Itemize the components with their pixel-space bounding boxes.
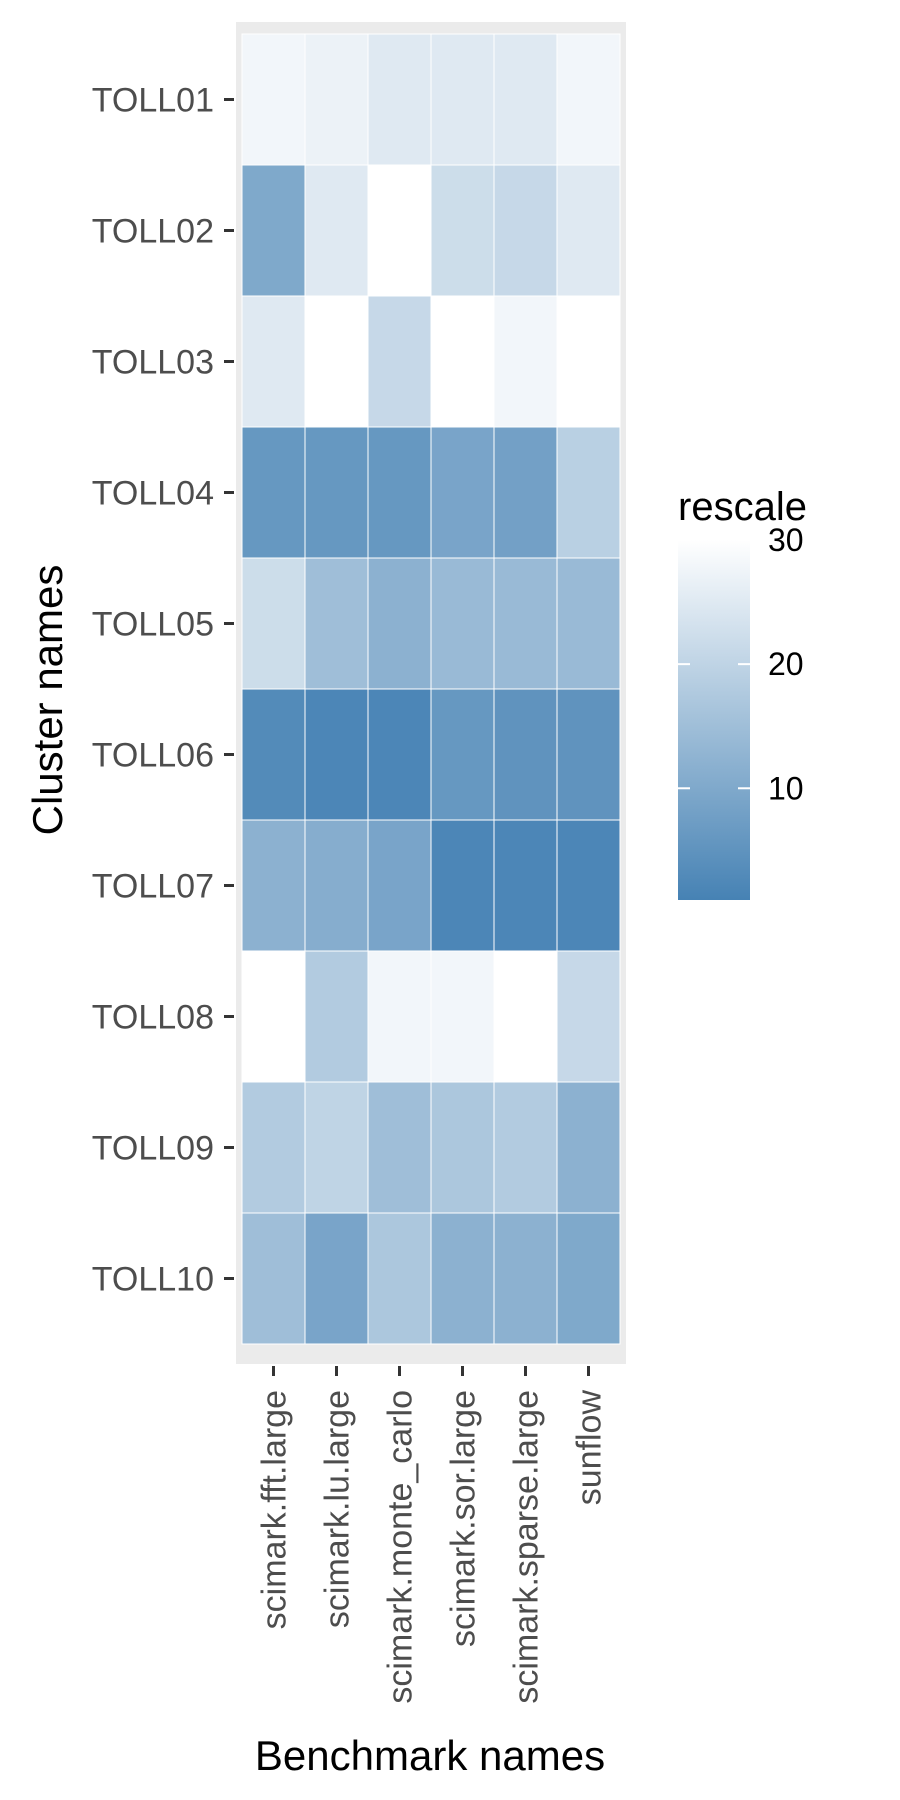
heatmap-cell [493,557,558,690]
heatmap-cell [430,426,495,559]
heatmap-cell [367,819,432,952]
heatmap-cell [367,557,432,690]
y-tick-label: TOLL06 [92,737,214,775]
heatmap-cell [430,557,495,690]
y-tick-label: TOLL05 [92,606,214,644]
heatmap-cell [304,33,369,166]
heatmap-cell [430,1081,495,1214]
legend-tick-label: 30 [768,522,804,558]
y-tick-label: TOLL02 [92,213,214,251]
heatmap-cell [367,426,432,559]
heatmap-cell [493,950,558,1083]
heatmap-cell [304,950,369,1083]
y-axis-title: Cluster names [24,565,71,836]
heatmap-cell [493,295,558,428]
heatmap-cell [241,950,306,1083]
heatmap-cell [367,164,432,297]
x-axis: scimark.fft.large scimark.lu.large scimark… [256,1366,609,1704]
heatmap-cell [241,426,306,559]
heatmap-cell [367,1212,432,1345]
heatmap-cell [556,1081,621,1214]
heatmap-cell [241,164,306,297]
x-tick-label: scimark.monte_carlo [382,1390,420,1704]
y-tick-label: TOLL10 [92,1261,214,1299]
legend-tick-label: 20 [768,646,804,682]
x-tick-label: scimark.fft.large [256,1390,294,1629]
heatmap-cell [493,426,558,559]
heatmap-cell [430,33,495,166]
heatmap-cell [556,1212,621,1345]
x-tick-label: scimark.sor.large [445,1390,483,1647]
y-tick-label: TOLL04 [92,475,214,513]
y-tick-label: TOLL09 [92,1130,214,1168]
heatmap-cell [493,164,558,297]
y-axis: TOLL01 TOLL02 TOLL03 TOLL04 TOLL05 TOLL06 TOLL… [92,82,234,1299]
heatmap-cell [430,295,495,428]
heatmap-cell [241,557,306,690]
heatmap-cell [556,33,621,166]
heatmap-cell [304,1081,369,1214]
x-axis-title: Benchmark names [255,1732,605,1779]
heatmap-cell [304,557,369,690]
legend-tick-label: 10 [768,770,804,806]
heatmap-cell [241,33,306,166]
y-tick-label: TOLL03 [92,344,214,382]
y-tick-label: TOLL07 [92,868,214,906]
y-tick-label: TOLL01 [92,82,214,120]
heatmap-cell [367,950,432,1083]
color-legend: rescale 10 20 30 [678,485,807,900]
heatmap-cell [304,164,369,297]
heatmap-cell [556,557,621,690]
x-tick-label: scimark.sparse.large [508,1390,546,1704]
heatmap-cell [556,950,621,1083]
heatmap-cell [367,688,432,821]
heatmap-cell [430,1212,495,1345]
x-tick-label: scimark.lu.large [319,1390,357,1628]
heatmap-cell [304,1212,369,1345]
heatmap-cell [430,819,495,952]
heatmap-cell [556,295,621,428]
heatmap-cell [556,688,621,821]
heatmap-cell [493,1212,558,1345]
heatmap-cell [241,1212,306,1345]
heatmap-cell [241,819,306,952]
heatmap-cell [556,164,621,297]
heatmap-cell [367,1081,432,1214]
heatmap-cell [493,819,558,952]
heatmap-cell [493,1081,558,1214]
heatmap-cell [304,295,369,428]
heatmap-cell [241,688,306,821]
heatmap-cell [556,819,621,952]
heatmap-cell [430,950,495,1083]
heatmap-cell [241,295,306,428]
heatmap-cell [430,164,495,297]
heatmap-cell [304,819,369,952]
heatmap-cell [367,33,432,166]
heatmap-cell [556,426,621,559]
legend-title: rescale [678,485,807,529]
heatmap-cells [241,33,621,1345]
heatmap-cell [493,688,558,821]
heatmap-cell [367,295,432,428]
x-tick-label: sunflow [571,1390,609,1506]
y-tick-label: TOLL08 [92,999,214,1037]
heatmap-cell [430,688,495,821]
heatmap-cell [241,1081,306,1214]
heatmap-cell [493,33,558,166]
legend-colorbar [678,540,750,900]
heatmap-cell [304,688,369,821]
heatmap-cell [304,426,369,559]
